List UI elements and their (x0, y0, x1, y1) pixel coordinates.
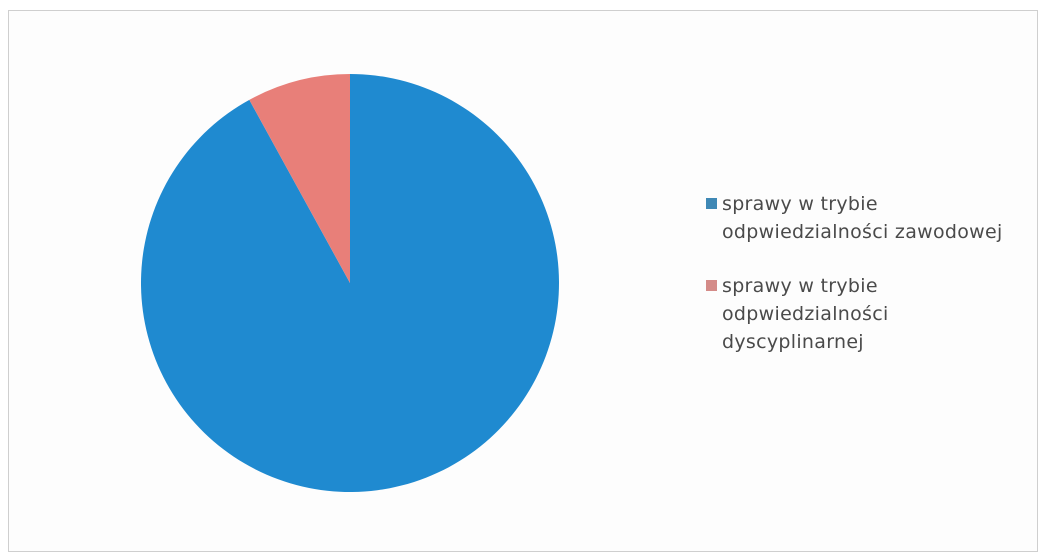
legend-label-zawodowa: sprawy w trybie odpwiedzialności zawodow… (722, 193, 1003, 243)
legend-item-dyscyplinarna: sprawy w trybie odpwiedzialności dyscypl… (706, 272, 1036, 356)
pie-slices (140, 74, 560, 492)
legend-label-dyscyplinarna: sprawy w trybie odpwiedzialności dyscypl… (722, 275, 889, 353)
pie-slice-dyscyplinarna (249, 74, 350, 283)
chart-legend: sprawy w trybie odpwiedzialności zawodow… (706, 190, 1036, 356)
legend-swatch-dyscyplinarna (706, 280, 717, 291)
legend-item-zawodowa: sprawy w trybie odpwiedzialności zawodow… (706, 190, 1036, 246)
legend-swatch-zawodowa (706, 198, 717, 209)
